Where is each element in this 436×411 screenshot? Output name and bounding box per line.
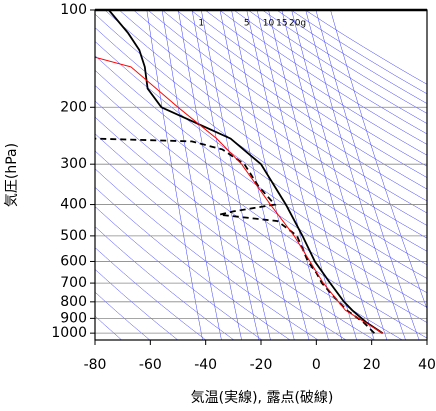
x-tick-label: -20 [250,357,273,373]
y-tick-label: 200 [60,99,87,115]
x-tick-label: 0 [312,357,321,373]
dry-adiabat [218,10,427,145]
mixing-ratio-line [268,10,357,340]
y-tick-label: 300 [60,156,87,172]
mixing-ratio-line [330,10,427,310]
dry-adiabat [104,10,427,239]
dry-adiabat [147,10,427,202]
dry-adiabat [95,13,427,252]
dry-adiabat [95,226,235,340]
dry-adiabat [304,10,427,85]
dry-adiabat [95,85,427,323]
y-tick-label: 700 [60,275,87,291]
dry-adiabat [95,55,427,294]
mixing-ratio-line [161,10,222,340]
dry-adiabat [95,247,207,340]
dry-adiabat [95,150,347,340]
mixing-ratio-line [146,10,203,340]
dry-adiabat [133,10,427,214]
y-tick-label: 400 [60,197,87,213]
y-tick-label: 1000 [51,325,87,341]
dry-adiabat [95,268,179,340]
dry-adiabat [161,10,427,190]
profile-line [95,56,383,334]
dry-adiabat [118,10,427,226]
mixing-ratio-line [201,10,271,340]
y-tick-label: 600 [60,253,87,269]
dry-adiabat [95,315,123,340]
mixing-ratio-label: 1 [198,19,204,29]
plot-frame [94,9,428,341]
mixing-ratio-label: 10 [263,19,275,29]
mixing-ratio-line [219,10,295,340]
dry-adiabat [95,186,291,340]
profile-line [108,10,384,334]
dry-adiabat [95,168,319,340]
dry-adiabat [176,10,427,178]
dry-adiabat [95,206,263,340]
y-tick-label: 100 [60,2,87,18]
dry-adiabat [204,10,427,156]
mixing-ratio-line [231,10,310,340]
mixing-ratio-line [291,10,388,340]
mixing-ratio-line [178,10,242,340]
x-tick-label: -80 [84,357,107,373]
mixing-ratio-line [315,10,420,340]
y-tick-label: 500 [60,228,87,244]
dry-adiabat [95,41,427,279]
x-axis-label: 気温(実線), 露点(破線) [191,390,334,406]
mixing-ratio-label: 5 [244,19,250,29]
x-tick-label: -60 [139,357,162,373]
dry-adiabat [95,69,427,308]
mixing-ratio-line [256,10,343,340]
dry-adiabat [95,291,151,340]
dry-adiabat [95,100,427,339]
mixing-ratio-line [305,10,406,340]
x-tick-label: 20 [363,357,381,373]
dry-adiabat [190,10,427,167]
data-layer [95,10,384,334]
mixing-ratio-label: 20g [289,19,306,29]
x-tick-label: -40 [194,357,217,373]
x-tick-label: 40 [418,357,436,373]
y-axis-label: 気圧(hPa) [4,143,20,207]
y-tick-label: 800 [60,294,87,310]
mixing-ratio-label: 15 [276,19,287,29]
y-tick-label: 900 [60,310,87,326]
